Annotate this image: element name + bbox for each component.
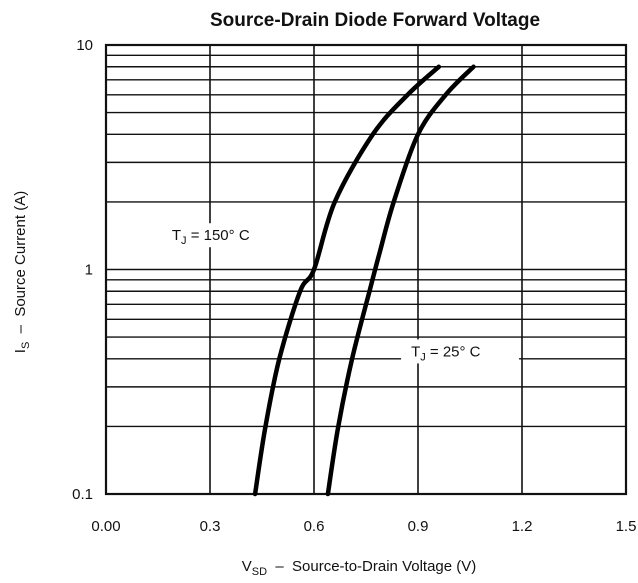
curve-label-rest-1: = 25° C bbox=[426, 343, 481, 360]
curve-label-main-0: T bbox=[172, 227, 181, 244]
x-axis-label: VSD – Source-to-Drain Voltage (V) bbox=[242, 558, 477, 578]
y-tick-label-0: 0.1 bbox=[72, 486, 93, 503]
x-tick-label-1: 0.3 bbox=[200, 518, 221, 535]
curve-labels: TJ = 150° CTJ = 25° C bbox=[161, 223, 520, 364]
y-tick-label-1: 1 bbox=[85, 262, 93, 279]
plot-frame bbox=[104, 43, 628, 496]
curve-label-main-1: T bbox=[411, 343, 420, 360]
x-axis-label-rest: – Source-to-Drain Voltage (V) bbox=[267, 558, 476, 575]
x-tick-labels: 0.00 0.3 0.6 0.9 1.2 1.5 bbox=[91, 518, 636, 535]
x-tick-label-2: 0.6 bbox=[304, 518, 325, 535]
y-axis-label-sub: S bbox=[20, 342, 32, 349]
curve-label-bg-1 bbox=[401, 339, 520, 364]
curve-label-sub-1: J bbox=[420, 351, 426, 363]
y-axis-label: IS – Source Current (A) bbox=[12, 191, 32, 353]
x-tick-label-0: 0.00 bbox=[91, 518, 120, 535]
curve-label-1: TJ = 25° C bbox=[401, 339, 520, 364]
series-line-tj-25c bbox=[325, 64, 476, 497]
curve-label-text-0: TJ = 150° C bbox=[172, 227, 250, 247]
curve-label-bg-0 bbox=[161, 223, 312, 248]
y-tick-labels: 0.1 1 10 bbox=[72, 37, 93, 503]
series-line-tj-150c bbox=[252, 64, 442, 497]
curve-label-rest-0: = 150° C bbox=[187, 227, 250, 244]
x-axis-label-sub: SD bbox=[252, 566, 267, 578]
x-tick-label-3: 0.9 bbox=[408, 518, 429, 535]
chart-title: Source-Drain Diode Forward Voltage bbox=[210, 10, 540, 31]
curve-label-sub-0: J bbox=[181, 235, 187, 247]
curves bbox=[252, 64, 476, 497]
x-axis-label-main: V bbox=[242, 558, 252, 575]
x-tick-label-5: 1.5 bbox=[616, 518, 637, 535]
curve-label-0: TJ = 150° C bbox=[161, 223, 312, 248]
x-tick-label-4: 1.2 bbox=[512, 518, 533, 535]
y-axis-label-main: I bbox=[12, 349, 29, 353]
curve-label-text-1: TJ = 25° C bbox=[411, 343, 481, 363]
y-axis-label-rest: – Source Current (A) bbox=[12, 191, 29, 342]
grid bbox=[105, 45, 627, 495]
y-tick-label-2: 10 bbox=[76, 37, 93, 54]
